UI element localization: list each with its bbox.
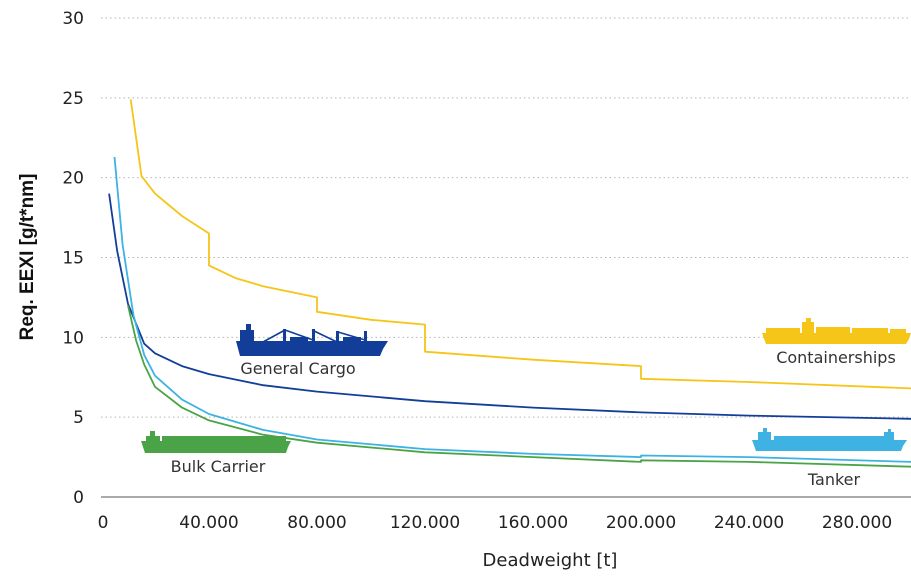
series-lines [108,99,911,468]
series-label-general-cargo: General Cargo [240,359,355,378]
x-tick-label: 240.000 [714,513,784,533]
y-tick-labels: 0 5 10 15 20 25 30 [62,9,84,508]
y-tick-label: 25 [62,89,84,109]
grid-lines [101,17,911,418]
x-tick-labels: 0 40.000 80.000 120.000 160.000 200.000 240.00… [98,513,893,533]
x-tick-label: 0 [98,513,109,533]
series-line-bulk-carrier [127,305,911,468]
tanker-ship-icon [752,428,907,451]
series-label-containerships: Containerships [776,348,896,367]
y-tick-label: 5 [73,408,84,428]
container-ship-icon [762,318,911,344]
y-tick-label: 30 [62,9,84,29]
general-cargo-ship-icon [236,324,388,356]
x-tick-label: 40.000 [179,513,238,533]
y-tick-label: 0 [73,488,84,508]
y-axis-title: Req. EEXI [g/t*nm] [17,174,38,341]
bulk-carrier-ship-icon [141,431,291,453]
x-tick-label: 160.000 [498,513,568,533]
x-tick-label: 80.000 [287,513,346,533]
series-line-tanker [113,156,911,463]
series-line-general-cargo [108,193,911,420]
x-tick-label: 120.000 [390,513,460,533]
y-tick-label: 20 [62,169,84,189]
series-label-tanker: Tanker [807,470,861,489]
series-label-bulk-carrier: Bulk Carrier [171,457,266,476]
x-axis-title: Deadweight [t] [483,550,618,571]
x-tick-label: 280.000 [822,513,892,533]
series-line-containerships [129,99,911,390]
y-tick-label: 15 [62,249,84,269]
x-tick-label: 200.000 [606,513,676,533]
y-tick-label: 10 [62,328,84,348]
